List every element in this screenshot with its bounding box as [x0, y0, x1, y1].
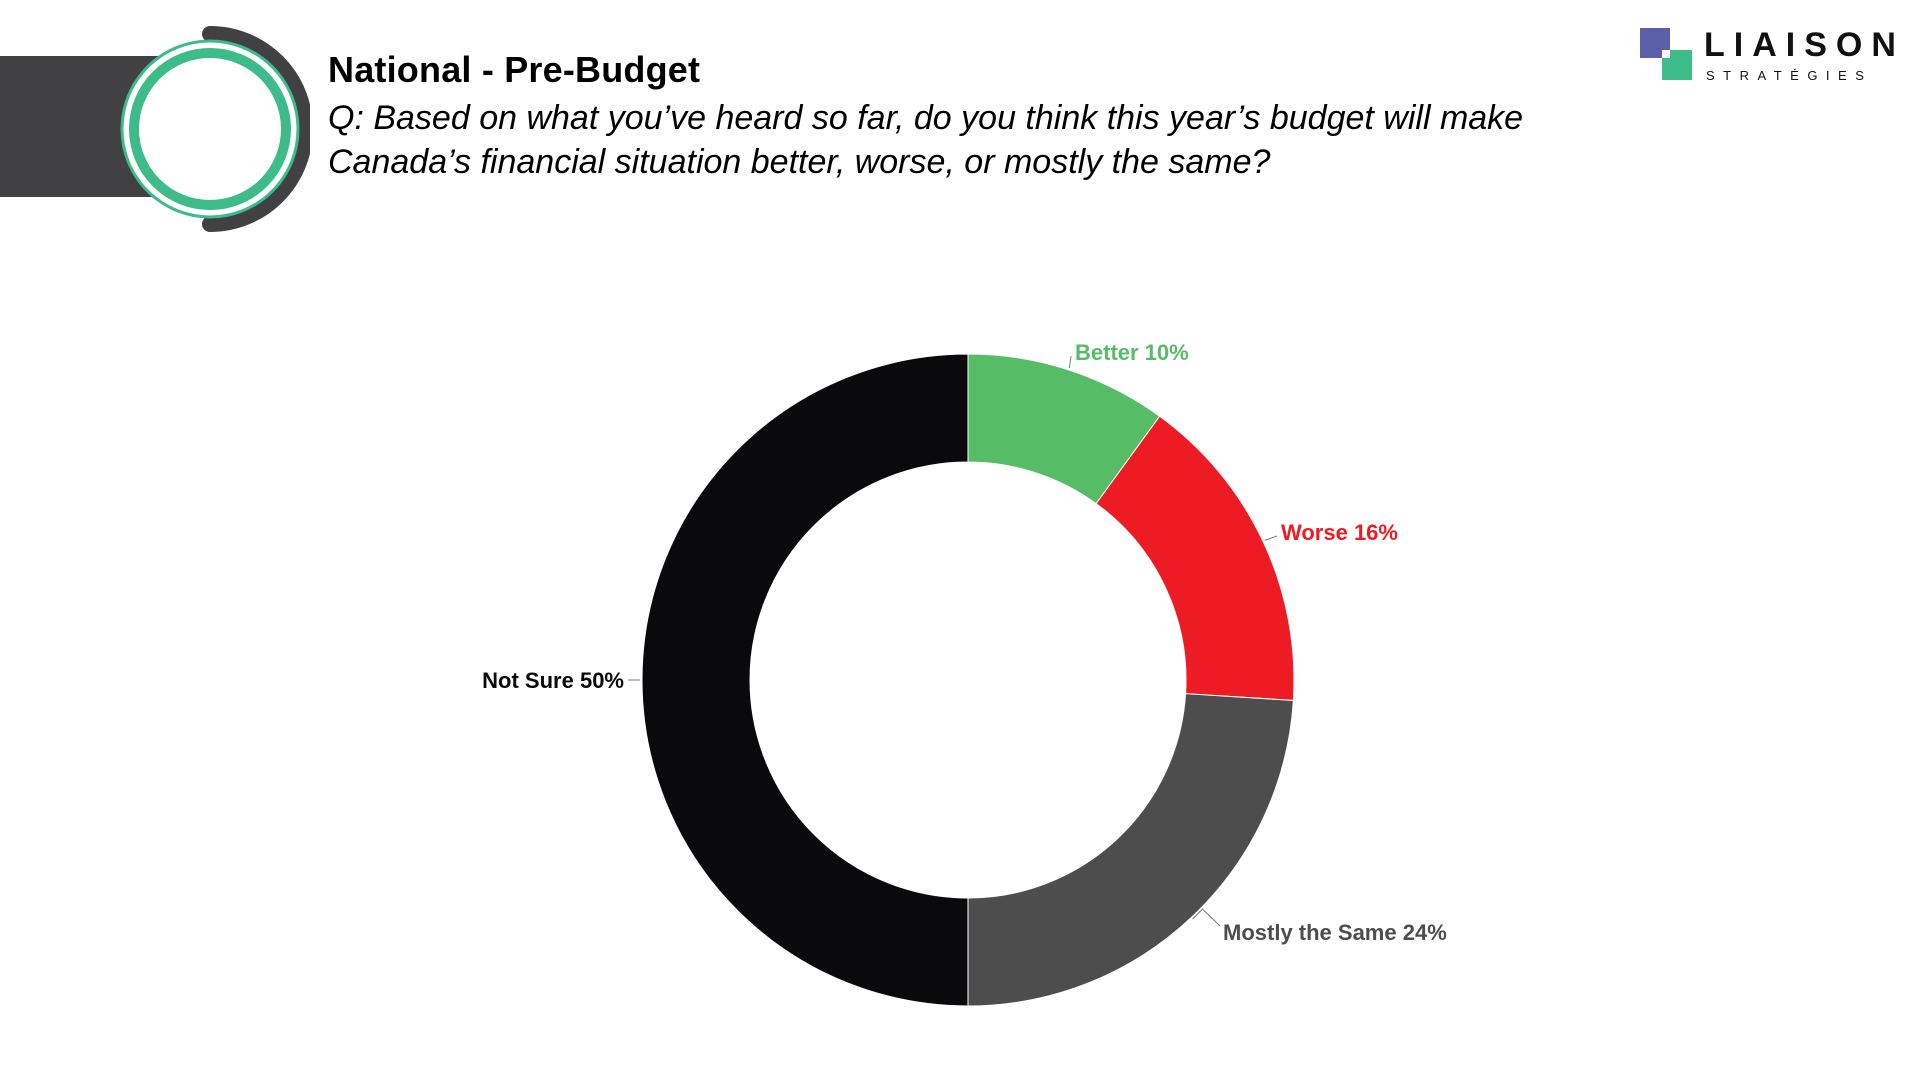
header-ring-icon: [120, 26, 310, 232]
donut-slice-mostly-the-same: [967, 693, 1294, 1007]
data-label-better: Better 10%: [1075, 340, 1189, 365]
page-title: National - Pre-Budget: [328, 49, 701, 90]
leader-line-worse: [1264, 535, 1278, 541]
logo-wordmark: LIAISON: [1704, 26, 1905, 64]
data-label-not-sure: Not Sure 50%: [482, 668, 624, 693]
data-label-worse: Worse 16%: [1281, 520, 1398, 545]
leader-line-better: [1068, 355, 1072, 369]
leader-line-mostly-the-same: [1192, 908, 1221, 927]
logo-subtitle: STRATÉGIES: [1706, 68, 1873, 83]
header: National - Pre-Budget Q: Based on what y…: [328, 44, 1628, 184]
survey-question: Q: Based on what you’ve heard so far, do…: [328, 99, 1524, 181]
liaison-logo: LIAISON STRATÉGIES: [1640, 26, 1900, 84]
data-label-mostly-the-same: Mostly the Same 24%: [1223, 920, 1447, 945]
logo-mark-icon: [1640, 28, 1692, 80]
donut-slice-not-sure: [641, 353, 969, 1007]
